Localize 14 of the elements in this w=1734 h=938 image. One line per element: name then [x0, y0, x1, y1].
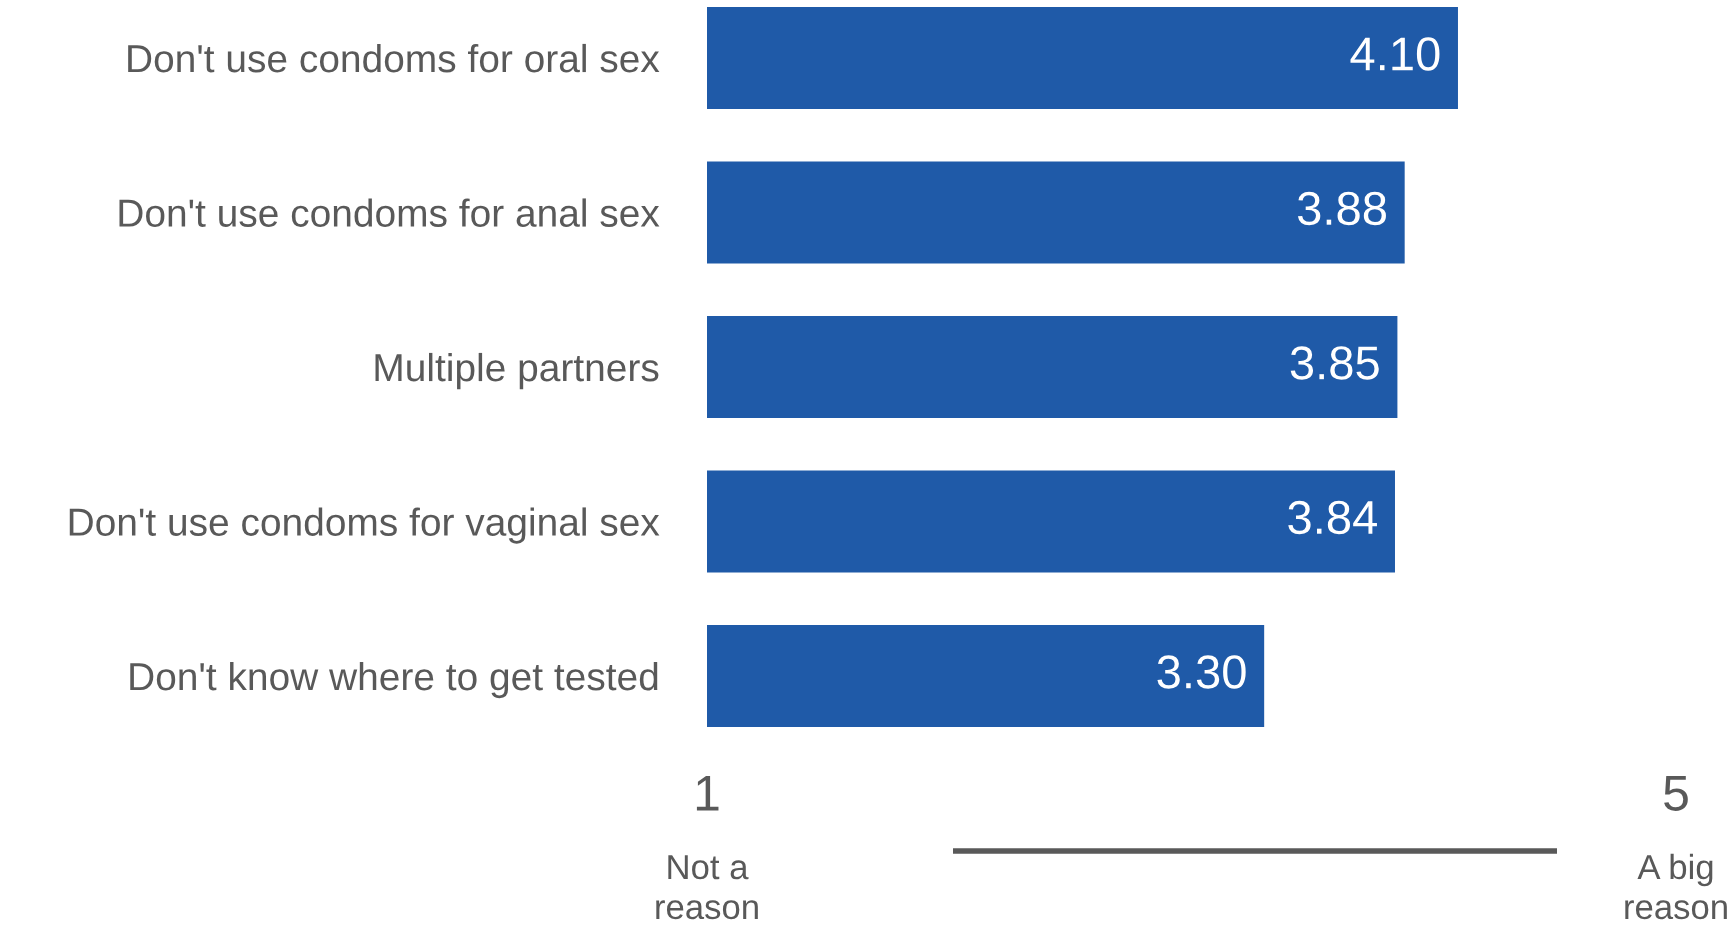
data-label: 3.30: [1157, 655, 1246, 689]
y-tick-label: Don't use condoms for anal sex: [119, 198, 660, 227]
data-label: 3.84: [1288, 500, 1377, 535]
data-label: 4.10: [1350, 37, 1440, 71]
data-label: 3.85: [1290, 346, 1379, 380]
x-tick-label: 5: [1664, 776, 1688, 811]
y-tick-label: Don't use condoms for vaginal sex: [69, 507, 660, 544]
y-tick-label: Don't know where to get tested: [130, 661, 658, 699]
x-tick-label: 1: [696, 776, 719, 811]
y-tick-label: Don't use condoms for oral sex: [128, 43, 660, 73]
data-label: 3.88: [1297, 191, 1386, 226]
text: Not a reason: [656, 855, 758, 920]
y-tick-label: Multiple partners: [375, 352, 659, 390]
text: A big reason: [1625, 853, 1727, 920]
